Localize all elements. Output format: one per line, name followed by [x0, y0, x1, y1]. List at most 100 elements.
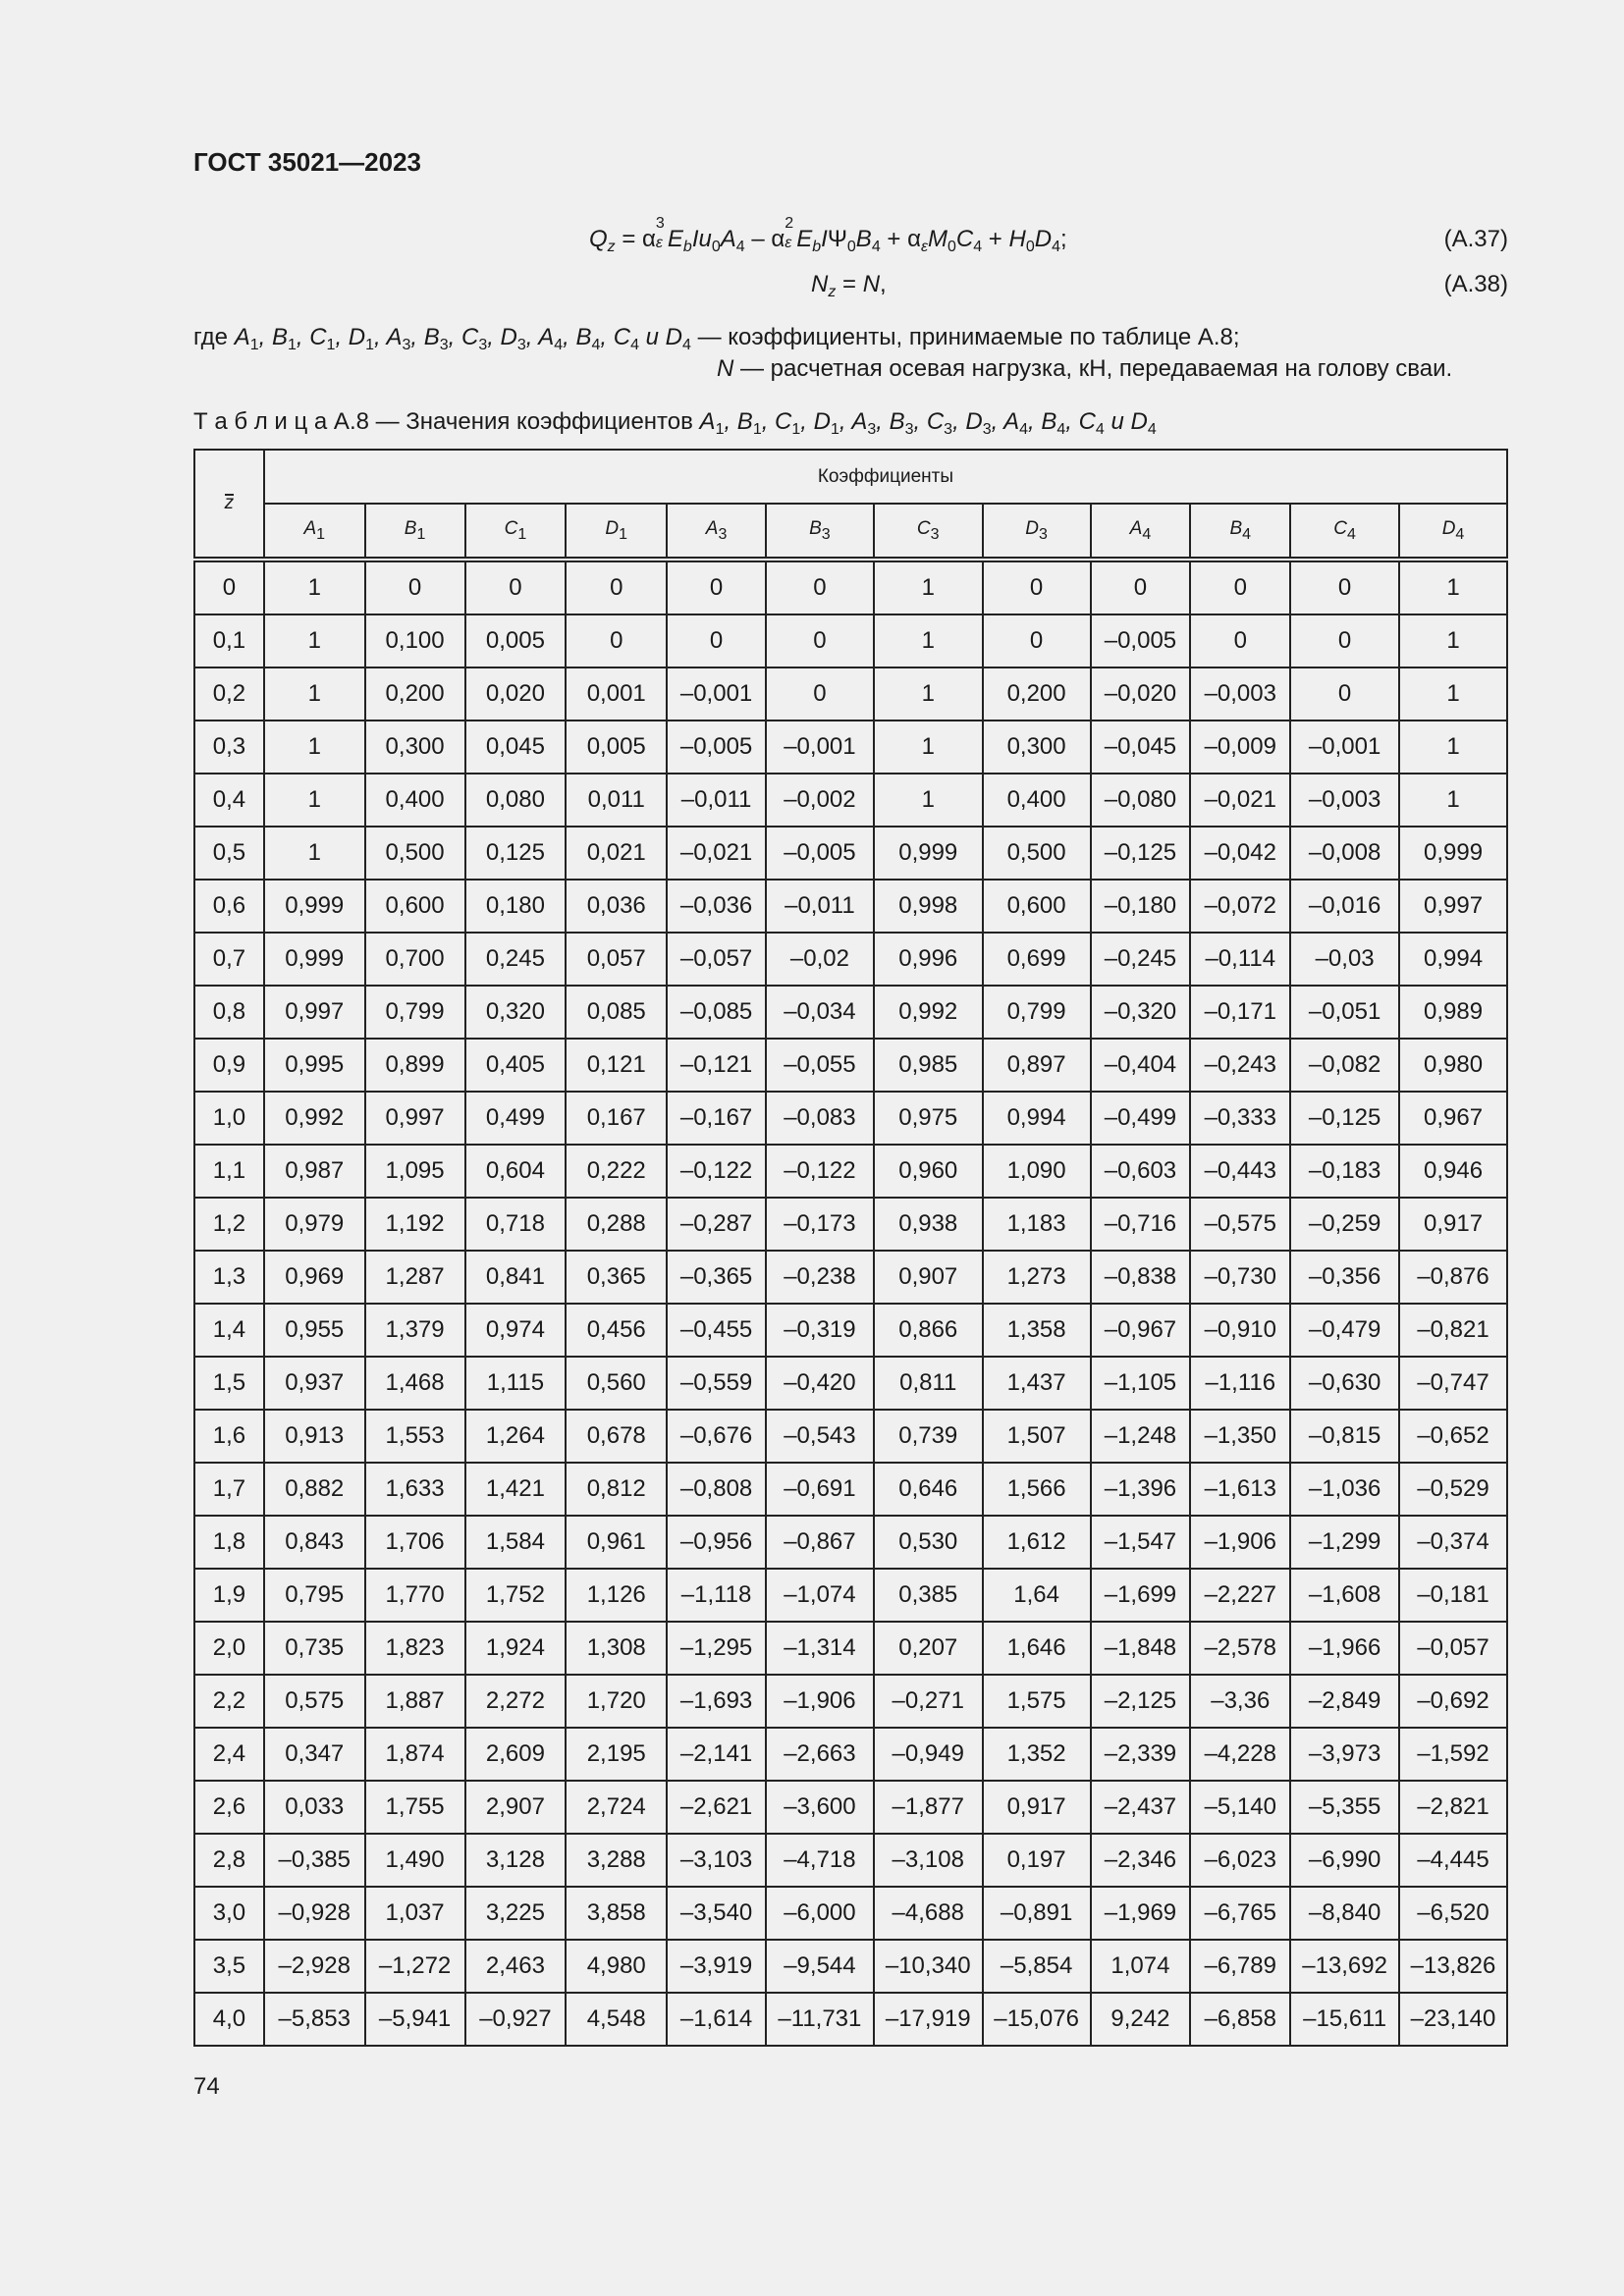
coefficient-cell: –0,245: [1089, 932, 1192, 987]
column-subscript: 3: [821, 525, 831, 543]
coefficient-cell: –0,125: [1089, 826, 1192, 881]
coefficient-cell: –0,949: [872, 1727, 984, 1782]
coefficient-cell: 0,843: [262, 1515, 366, 1570]
coefficient-cell: 0,080: [463, 773, 568, 828]
table-row: 1,0 0,992 0,997 0,499 0,167 –0,167 –0,083 0,975…: [193, 1091, 1508, 1146]
coefficient-cell: –0,821: [1398, 1303, 1508, 1358]
coefficient-cell: 0,167: [565, 1091, 669, 1146]
coefficient-cell: 2,724: [565, 1780, 669, 1835]
z-value: 2,8: [193, 1833, 265, 1888]
coefficient-cell: –0,051: [1289, 985, 1401, 1040]
coefficient-cell: –0,003: [1189, 667, 1292, 721]
coefficient-cell: –1,295: [666, 1621, 767, 1676]
table-row: 4,0 –5,853 –5,941 –0,927 4,548 –1,614 –11,731–…: [193, 1992, 1508, 2047]
coefficient-cell: 0,385: [872, 1568, 984, 1623]
coefficient-cell: 1,074: [1089, 1939, 1192, 1994]
caption-symbols: A1, B1, C1, D1, A3, B3, C3, D3, A4, B4, …: [699, 408, 1157, 438]
coefficient-cell: –0,03: [1289, 932, 1401, 987]
coefficient-cell: –1,299: [1289, 1515, 1401, 1570]
coefficient-cell: 1,183: [981, 1197, 1092, 1252]
table-row: 1,2 0,979 1,192 0,718 0,288 –0,287 –0,173 0,938…: [193, 1197, 1508, 1252]
coefficient-cell: 1: [262, 667, 366, 721]
column-header: C4: [1289, 503, 1401, 562]
coefficient-cell: –6,789: [1189, 1939, 1292, 1994]
coefficient-cell: 0: [1189, 614, 1292, 668]
coefficient-cell: 0,994: [1398, 932, 1508, 987]
coefficient-cell: 0,200: [981, 667, 1092, 721]
column-letter: C: [504, 517, 518, 539]
subscript: 4: [735, 239, 745, 255]
coefficient-cell: –9,544: [764, 1939, 875, 1994]
table-row: 2,6 0,033 1,755 2,907 2,724 –2,621 –3,600 –1,87…: [193, 1780, 1508, 1835]
coefficient-cell: 1: [872, 614, 984, 668]
coefficient-cell: –0,692: [1398, 1674, 1508, 1729]
z-value: 1,7: [193, 1462, 265, 1517]
table-row: 2,0 0,735 1,823 1,924 1,308 –1,295 –1,314 0,207…: [193, 1621, 1508, 1676]
coefficient-cell: 0,996: [872, 932, 984, 987]
coefficient-cell: –0,365: [666, 1250, 767, 1305]
coefficient-cell: –0,122: [666, 1144, 767, 1199]
coefficient-cell: 0,882: [262, 1462, 366, 1517]
coefficient-cell: 1: [1398, 559, 1508, 615]
z-value: 1,3: [193, 1250, 265, 1305]
coefficient-cell: 1,379: [363, 1303, 466, 1358]
formula-term: I: [821, 226, 828, 252]
coefficient-cell: 1: [262, 559, 366, 615]
coefficient-cell: –11,731: [764, 1992, 875, 2047]
table-caption: Т а б л и ц а А.8 — Значения коэффициент…: [193, 408, 1157, 439]
coefficient-cell: 3,858: [565, 1886, 669, 1941]
formula-a37: Qz = α 3 ε EbIu0A4 – α 2 ε EbIΨ0B4 + αεM0C4 + …: [589, 215, 1067, 256]
coefficient-cell: 0: [666, 559, 767, 615]
formula-term: Iu: [691, 226, 712, 252]
coefficient-cell: 9,242: [1089, 1992, 1192, 2047]
coefficient-cell: 0,989: [1398, 985, 1508, 1040]
coefficient-cell: –1,272: [363, 1939, 466, 1994]
coefficient-cell: –0,180: [1089, 879, 1192, 934]
column-header: D1: [565, 503, 669, 562]
coefficient-cell: –0,652: [1398, 1409, 1508, 1464]
coefficient-cell: 0,917: [1398, 1197, 1508, 1252]
coefficient-cell: –3,973: [1289, 1727, 1401, 1782]
coefficient-cell: 2,272: [463, 1674, 568, 1729]
coefficient-cell: 4,548: [565, 1992, 669, 2047]
table-row: 1,9 0,795 1,770 1,752 1,126 –1,118 –1,074 0,385…: [193, 1568, 1508, 1623]
coefficient-cell: 0,975: [872, 1091, 984, 1146]
column-subscript: 1: [619, 525, 628, 543]
coefficient-cell: –0,543: [764, 1409, 875, 1464]
column-subscript: 4: [1242, 525, 1252, 543]
subscript: 0: [846, 239, 856, 255]
coefficient-cell: –1,969: [1089, 1886, 1192, 1941]
formula-index: 4: [872, 226, 881, 256]
coefficient-cell: 1: [1398, 614, 1508, 668]
coefficient-cell: 1,553: [363, 1409, 466, 1464]
table-row: 0,7 0,999 0,700 0,245 0,057 –0,057 –0,02 0,996 0…: [193, 932, 1508, 987]
coefficient-cell: 0,036: [565, 879, 669, 934]
z-value: 2,6: [193, 1780, 265, 1835]
coefficient-cell: 0,200: [363, 667, 466, 721]
coefficient-cell: 1,490: [363, 1833, 466, 1888]
coefficient-cell: 0,197: [981, 1833, 1092, 1888]
column-letter: A: [1129, 517, 1143, 539]
coefficient-cell: 0,011: [565, 773, 669, 828]
coefficient-cell: 1,264: [463, 1409, 568, 1464]
coefficient-cell: –23,140: [1398, 1992, 1508, 2047]
coefficient-cell: 0,405: [463, 1038, 568, 1093]
coefficient-cell: –0,008: [1289, 826, 1401, 881]
coefficient-cell: –1,074: [764, 1568, 875, 1623]
coefficient-cell: –0,011: [764, 879, 875, 934]
formula-index: z: [608, 226, 616, 256]
column-header: B4: [1189, 503, 1292, 562]
coefficient-cell: 0,646: [872, 1462, 984, 1517]
coefficient-cell: –4,445: [1398, 1833, 1508, 1888]
formula-term: ;: [1060, 226, 1067, 252]
table-row: 3,5 –2,928 –1,272 2,463 4,980 –3,919 –9,544 –10…: [193, 1939, 1508, 1994]
coefficient-cell: –0,927: [463, 1992, 568, 2047]
coefficient-cell: –0,529: [1398, 1462, 1508, 1517]
table-row: 1,8 0,843 1,706 1,584 0,961 –0,956 –0,867 0,530…: [193, 1515, 1508, 1570]
table-row: 2,2 0,575 1,887 2,272 1,720 –1,693 –1,906 –0,27…: [193, 1674, 1508, 1729]
coefficient-cell: 1,770: [363, 1568, 466, 1623]
coefficient-cell: 3,288: [565, 1833, 669, 1888]
coefficient-cell: 0,960: [872, 1144, 984, 1199]
coefficient-cell: 2,195: [565, 1727, 669, 1782]
column-letter: D: [1025, 517, 1040, 539]
